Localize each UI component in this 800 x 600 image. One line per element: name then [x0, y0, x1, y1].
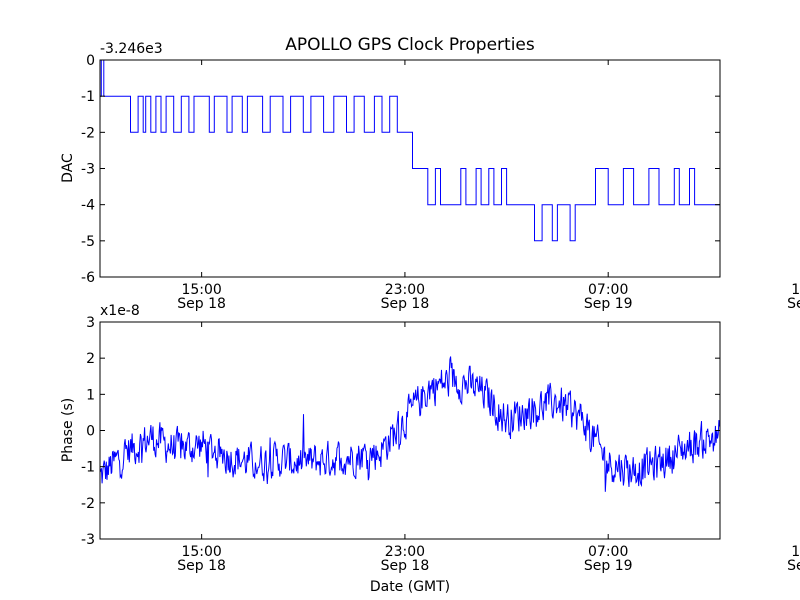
x-tick-label-time: 23:00 [385, 544, 425, 560]
x-tick-label-time: 15:00 [791, 282, 800, 298]
x-tick-label-date: Sep 19 [584, 296, 633, 312]
y-tick-label: 3 [86, 315, 95, 331]
x-tick-label-time: 23:00 [385, 282, 425, 298]
y-tick-label: 1 [86, 387, 95, 403]
y-tick-label: -3 [81, 162, 95, 178]
dac-series-line [100, 60, 720, 242]
y-tick-label: 0 [86, 424, 95, 440]
phase-axes-frame [99, 321, 721, 540]
y-tick-label: -6 [81, 270, 95, 286]
phase-series-group [100, 356, 720, 492]
y-tick-label: -2 [81, 496, 95, 512]
x-tick-label-time: 15:00 [181, 282, 221, 298]
y-tick-label: -3 [81, 532, 95, 548]
x-tick-label-date: Sep 19 [787, 296, 800, 312]
x-tick-label-time: 07:00 [588, 544, 628, 560]
dac-series-group [100, 60, 720, 242]
phase-series-line [100, 356, 720, 492]
chart-title: APOLLO GPS Clock Properties [285, 35, 535, 55]
phase-offset-label: x1e-8 [100, 303, 140, 319]
x-tick-label-date: Sep 18 [381, 558, 430, 574]
y-tick-label: 0 [86, 53, 95, 69]
x-tick-label-date: Sep 19 [584, 558, 633, 574]
x-tick-label-time: 15:00 [791, 544, 800, 560]
x-tick-label-date: Sep 18 [381, 296, 430, 312]
phase-y-axis-label: Phase (s) [60, 398, 76, 462]
y-tick-label: -4 [81, 198, 95, 214]
y-tick-label: -5 [81, 234, 95, 250]
y-tick-label: -2 [81, 125, 95, 141]
dac-y-axis-label: DAC [60, 153, 76, 183]
x-tick-label-date: Sep 19 [787, 558, 800, 574]
x-tick-label-date: Sep 18 [177, 558, 226, 574]
x-axis-label: Date (GMT) [370, 579, 450, 595]
dac-offset-label: -3.246e3 [100, 41, 163, 57]
y-tick-label: -1 [81, 460, 95, 476]
x-tick-label-date: Sep 18 [177, 296, 226, 312]
y-tick-label: -1 [81, 89, 95, 105]
x-tick-label-time: 15:00 [181, 544, 221, 560]
y-tick-label: 2 [86, 351, 95, 367]
x-tick-label-time: 07:00 [588, 282, 628, 298]
